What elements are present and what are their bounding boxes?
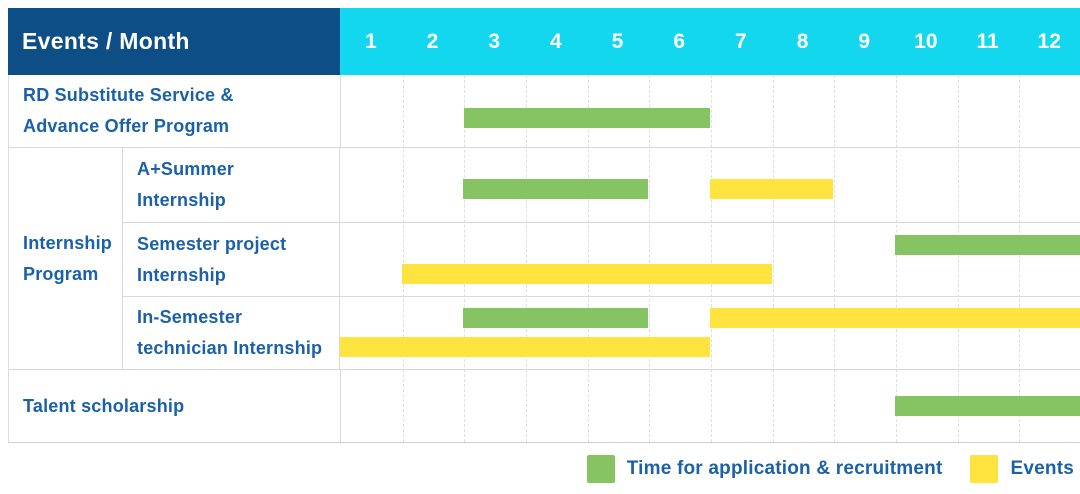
- row-talent-scholarship: Talent scholarship: [9, 369, 1080, 442]
- gantt-bar-green-in-semester: [463, 308, 649, 328]
- grid-cell-rd-substitute: [341, 75, 1080, 147]
- gantt-bar-yellow-in-semester: [710, 308, 1080, 328]
- gantt-bar-green-semester-project: [895, 235, 1080, 255]
- row-label-line: Semester project: [137, 233, 287, 254]
- month-header-row: 1 2 3 4 5 6 7 8 9 10 11 12: [340, 8, 1080, 75]
- row-label-line: RD Substitute Service &: [23, 85, 234, 105]
- legend-item-application-recruitment: Time for application & recruitment: [586, 455, 943, 483]
- row-group-internship-program: Internship Program A+Summer Internship S…: [9, 147, 1080, 369]
- month-label-12: 12: [1037, 30, 1061, 53]
- legend: Time for application & recruitment Event…: [586, 451, 1074, 487]
- row-label-line: Advance Offer Program: [23, 116, 230, 136]
- grid-cell-a-summer: [340, 148, 1080, 222]
- gantt-bar-green-a-summer: [463, 179, 649, 199]
- row-rd-substitute: RD Substitute Service & Advance Offer Pr…: [9, 75, 1080, 147]
- row-label-rd-substitute: RD Substitute Service & Advance Offer Pr…: [9, 75, 341, 147]
- row-label-in-semester: In-Semester technician Internship: [123, 297, 340, 369]
- grid-cell-in-semester: [340, 297, 1080, 369]
- gantt-bar-yellow-a-summer: [710, 179, 834, 199]
- grid-cell-talent-scholarship: [341, 370, 1080, 442]
- row-label-talent-scholarship: Talent scholarship: [9, 370, 341, 442]
- row-label-semester-project: Semester project Internship: [123, 223, 340, 296]
- row-semester-project: Semester project Internship: [123, 222, 1080, 296]
- legend-label: Time for application & recruitment: [626, 458, 943, 479]
- legend-label: Events: [1010, 458, 1074, 479]
- month-label-8: 8: [796, 30, 809, 53]
- month-label-10: 10: [914, 30, 938, 53]
- internship-subrows: A+Summer Internship Semester project Int…: [123, 148, 1080, 369]
- group-label-internship-program: Internship Program: [9, 148, 123, 369]
- green-swatch-icon: [586, 455, 615, 483]
- row-in-semester: In-Semester technician Internship: [123, 296, 1080, 369]
- gantt-bar-green-talent-scholarship: [895, 396, 1080, 416]
- month-label-2: 2: [426, 30, 439, 53]
- legend-item-events: Events: [970, 455, 1074, 483]
- corner-header-cell: Events / Month: [8, 8, 340, 75]
- gantt-bar-green-rd-substitute: [463, 108, 711, 128]
- gantt-bar-yellow-in-semester: [340, 337, 710, 357]
- month-label-4: 4: [550, 30, 562, 53]
- row-label-line: Talent scholarship: [23, 395, 185, 416]
- row-label-line: technician Internship: [137, 338, 323, 358]
- row-label-line: Internship: [137, 190, 227, 210]
- table-header-row: Events / Month 1 2 3 4 5 6 7 8 9 10 11 12: [8, 8, 1080, 75]
- group-label-line: Internship: [23, 232, 113, 253]
- month-label-6: 6: [673, 30, 686, 53]
- month-label-5: 5: [611, 30, 624, 53]
- row-label-a-summer: A+Summer Internship: [123, 148, 340, 222]
- grid-cell-semester-project: [340, 223, 1080, 296]
- row-label-line: A+Summer: [137, 159, 235, 179]
- gantt-bar-yellow-semester-project: [401, 264, 772, 284]
- month-label-11: 11: [976, 30, 999, 53]
- table-body: RD Substitute Service & Advance Offer Pr…: [8, 75, 1080, 443]
- month-label-9: 9: [858, 30, 871, 53]
- corner-header-label: Events / Month: [22, 28, 190, 54]
- row-a-summer: A+Summer Internship: [123, 148, 1080, 222]
- row-label-line: Internship: [137, 264, 227, 285]
- month-label-3: 3: [488, 30, 501, 53]
- row-label-line: In-Semester: [137, 307, 243, 327]
- schedule-table: Events / Month 1 2 3 4 5 6 7 8 9 10 11 12 RD Substi…: [8, 8, 1080, 443]
- month-label-7: 7: [735, 30, 747, 53]
- group-label-line: Program: [23, 263, 99, 284]
- month-label-1: 1: [364, 30, 377, 53]
- yellow-swatch-icon: [970, 455, 999, 483]
